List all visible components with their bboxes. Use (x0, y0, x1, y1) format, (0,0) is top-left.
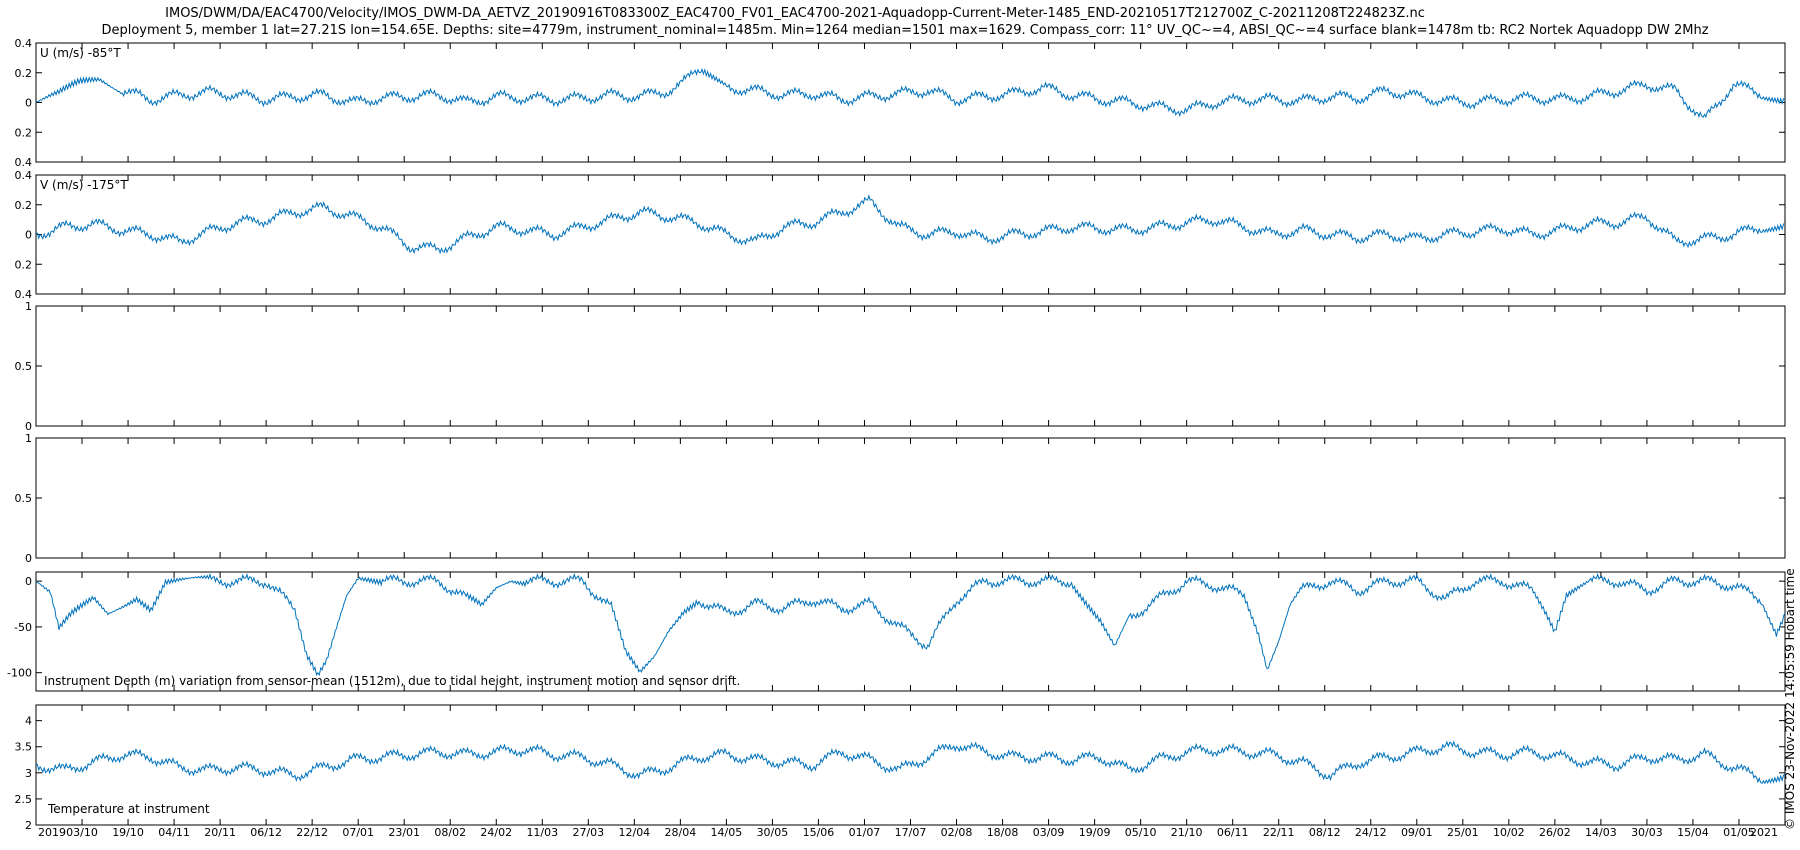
x-tick-label: 18/08 (987, 826, 1019, 839)
y-tick-label: -100 (7, 667, 32, 680)
series-line (35, 67, 1786, 119)
x-tick-label: 30/05 (757, 826, 789, 839)
x-tick-label: 19/09 (1079, 826, 1111, 839)
figure-title-line1: IMOS/DWM/DA/EAC4700/Velocity/IMOS_DWM-DA… (165, 6, 1425, 21)
x-tick-label: 20/11 (204, 826, 236, 839)
panel-label: Instrument Depth (m) variation from sens… (44, 674, 740, 688)
y-tick-label: 4 (25, 715, 32, 728)
x-tick-label: 26/02 (1539, 826, 1571, 839)
x-tick-label: 17/07 (895, 826, 927, 839)
axes-frame (35, 437, 1786, 559)
x-tick-label: 12/04 (618, 826, 650, 839)
y-tick-label: 0 (25, 229, 32, 242)
axes-frame (35, 174, 1786, 295)
panel-instrument-depth: 0 -50 -100 Instrument Depth (m) variation f… (7, 571, 1786, 692)
x-tick-label: 22/11 (1263, 826, 1295, 839)
x-tick-label: 24/12 (1355, 826, 1387, 839)
y-tick-label: 0.4 (15, 169, 33, 182)
x-tick-label: 28/04 (665, 826, 697, 839)
x-tick-label: 27/03 (572, 826, 604, 839)
y-tick-label: -50 (14, 621, 32, 634)
panel-v-velocity: 0.4 0.2 0 0.2 0.4 V (m/s) -175°T (15, 169, 1786, 301)
y-tick-label: 1 (25, 300, 32, 313)
y-tick-label: 0 (25, 420, 32, 433)
y-tick-label: 3 (25, 767, 32, 780)
x-axis: 03/10 19/10 04/11 20/11 06/12 22/12 07/01 23/01… (66, 826, 1755, 839)
x-tick-label: 10/02 (1493, 826, 1525, 839)
panel-label: U (m/s) -85°T (40, 46, 121, 60)
x-tick-label: 14/03 (1585, 826, 1617, 839)
x-tick-label: 21/10 (1171, 826, 1203, 839)
y-tick-label: 1 (25, 432, 32, 445)
panel-empty-4: 10.50 (15, 432, 1786, 565)
x-tick-label: 09/01 (1401, 826, 1433, 839)
x-tick-label: 15/06 (803, 826, 835, 839)
y-tick-label: 3.5 (15, 741, 33, 754)
figure-title-line2: Deployment 5, member 1 lat=27.21S lon=15… (101, 23, 1708, 38)
start-year-label: 2019 (38, 826, 66, 839)
y-tick-label: 0.2 (15, 67, 33, 80)
y-tick-label: 2 (25, 819, 32, 832)
copyright-label: © IMOS 23-Nov-2022 14:05:59 Hobart time (1783, 568, 1797, 830)
y-tick-label: 0 (25, 97, 32, 110)
x-tick-label: 23/01 (388, 826, 420, 839)
series-line (35, 194, 1786, 255)
x-tick-label: 22/12 (296, 826, 328, 839)
y-tick-label: 0 (25, 575, 32, 588)
panel-label: V (m/s) -175°T (40, 178, 128, 192)
end-year-label: 2021 (1750, 826, 1778, 839)
x-tick-label: 04/11 (158, 826, 190, 839)
x-tick-label: 01/07 (849, 826, 881, 839)
y-tick-label: 0.4 (15, 156, 33, 169)
x-tick-label: 03/10 (66, 826, 98, 839)
y-tick-label: 0.2 (15, 199, 33, 212)
x-tick-label: 15/04 (1677, 826, 1709, 839)
x-tick-label: 08/12 (1309, 826, 1341, 839)
x-tick-label: 25/01 (1447, 826, 1479, 839)
x-tick-label: 05/10 (1125, 826, 1157, 839)
y-tick-label: 0.4 (15, 288, 33, 301)
x-tick-label: 03/09 (1033, 826, 1065, 839)
x-tick-label: 06/12 (250, 826, 282, 839)
y-tick-label: 0.2 (15, 258, 33, 271)
y-tick-label: 0.5 (15, 492, 33, 505)
y-tick-label: 0.2 (15, 126, 33, 139)
x-tick-label: 08/02 (434, 826, 466, 839)
axes-frame (35, 305, 1786, 427)
series-line (35, 740, 1786, 785)
y-tick-label: 0.5 (15, 360, 33, 373)
x-tick-label: 01/05 (1723, 826, 1755, 839)
panel-empty-3: 10.50 (15, 300, 1786, 433)
y-tick-label: 0 (25, 552, 32, 565)
x-tick-label: 30/03 (1631, 826, 1663, 839)
axes-frame (35, 42, 1786, 163)
y-tick-label: 2.5 (15, 793, 33, 806)
x-tick-label: 02/08 (941, 826, 973, 839)
panel-u-velocity: 0.4 0.2 0 0.2 0.4 U (m/s) -85°T (15, 37, 1786, 169)
panel-label: Temperature at instrument (47, 802, 210, 816)
x-tick-label: 07/01 (342, 826, 374, 839)
series-line (35, 572, 1786, 677)
x-tick-label: 14/05 (711, 826, 743, 839)
panel-temperature: 4 3.5 3 2.5 2 Temperature at instrument (15, 704, 1786, 832)
x-tick-label: 06/11 (1217, 826, 1249, 839)
x-tick-label: 19/10 (112, 826, 144, 839)
x-tick-label: 11/03 (526, 826, 558, 839)
x-tick-label: 24/02 (480, 826, 512, 839)
y-tick-label: 0.4 (15, 37, 33, 50)
